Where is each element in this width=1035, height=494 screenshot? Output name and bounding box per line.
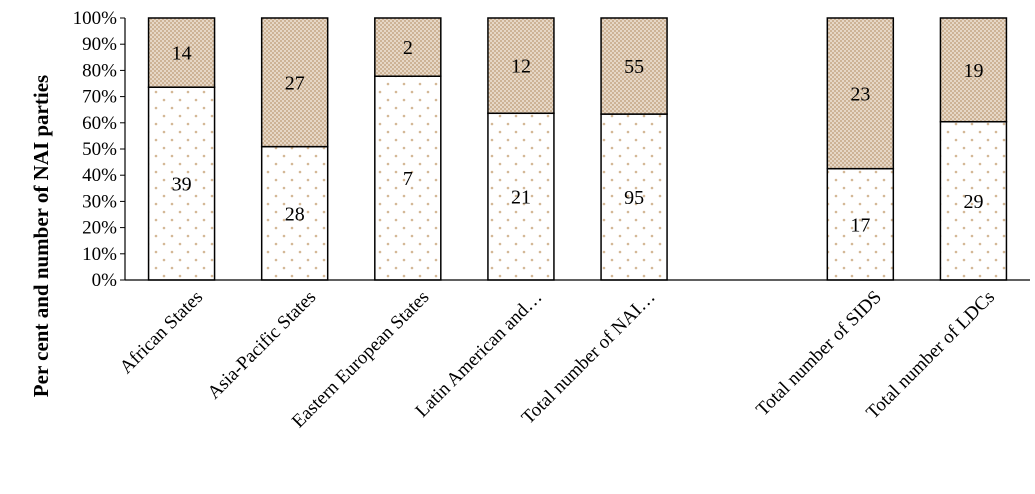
bar-segment-lower (826, 167, 895, 281)
bar-segment-lower (600, 113, 668, 281)
y-tick-label: 50% (82, 139, 117, 160)
bar-segment-upper (487, 17, 555, 115)
data-label: 17 (850, 214, 870, 236)
data-label: 19 (963, 60, 983, 82)
bar-segment-lower (374, 75, 442, 281)
data-label: 7 (403, 168, 413, 190)
data-label: 2 (403, 37, 413, 59)
bar-segment-upper (939, 17, 1008, 123)
bars: 39 14 28 27 7 2 21 12 95 55 17 23 29 19 (147, 17, 1008, 281)
bar-segment-upper (260, 17, 329, 148)
x-category-label: African States (116, 287, 207, 378)
data-label: 23 (850, 83, 870, 105)
y-tick-label: 0% (92, 270, 118, 291)
y-tick-label: 40% (82, 165, 117, 186)
y-tick-label: 90% (82, 34, 117, 55)
x-category-label: Total number of SIDS (752, 287, 886, 421)
data-label: 95 (624, 187, 644, 209)
y-axis-title: Per cent and number of NAI parties (29, 75, 53, 397)
y-tick-label: 70% (82, 87, 117, 108)
y-tick-label: 30% (82, 191, 117, 212)
x-category-label: Asia-Pacific States (204, 287, 321, 404)
data-label: 55 (624, 56, 644, 78)
data-label: 39 (172, 174, 192, 196)
y-tick-label: 20% (82, 218, 117, 239)
data-label: 21 (511, 187, 531, 209)
x-category-label: Latin American and… (411, 287, 546, 422)
y-tick-label: 60% (82, 113, 117, 134)
bar-segment-lower (147, 86, 216, 281)
data-label: 12 (511, 56, 531, 78)
y-tick-label: 10% (82, 244, 117, 265)
bar-segment-lower (260, 145, 329, 281)
x-category-label: Total number of LDCs (862, 287, 999, 424)
bar-segment-upper (374, 17, 442, 77)
y-tick-label: 80% (82, 60, 117, 81)
data-label: 29 (963, 191, 983, 213)
data-label: 28 (285, 203, 305, 225)
bar-segment-upper (826, 17, 895, 170)
data-label: 14 (172, 43, 192, 65)
data-label: 27 (285, 72, 305, 94)
bar-segment-upper (600, 17, 668, 115)
bar-segment-upper (147, 17, 216, 88)
bar-segment-lower (939, 120, 1008, 281)
y-axis-ticks: 0% 10% 20% 30% 40% 50% 60% 70% 80% 90% 100% (73, 8, 125, 291)
axes (124, 18, 1030, 281)
y-tick-label: 100% (73, 8, 118, 29)
